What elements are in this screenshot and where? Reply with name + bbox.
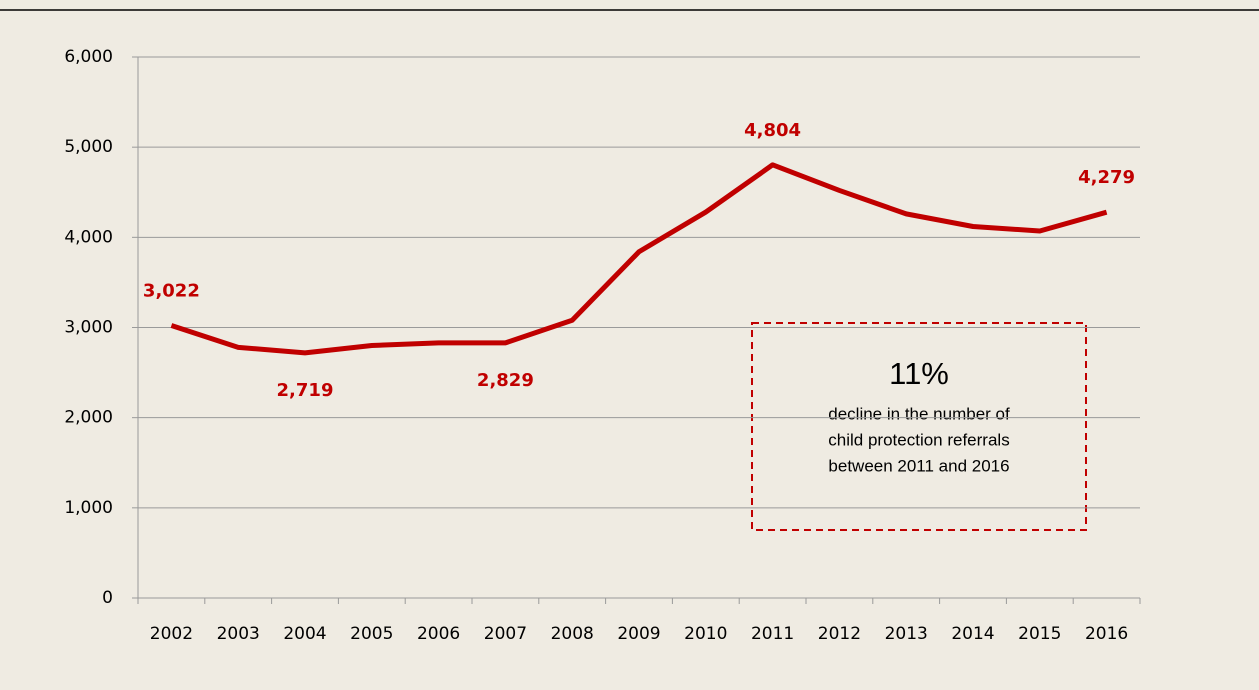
x-tick-label: 2012 [818,624,861,644]
x-tick-label: 2005 [350,624,393,644]
y-tick-label: 1,000 [64,498,113,518]
annotation-text: decline in the number of [828,404,1010,423]
x-tick-label: 2016 [1085,624,1128,644]
y-tick-label: 5,000 [64,137,113,157]
annotation-headline: 11% [889,356,949,391]
x-tick-label: 2008 [551,624,594,644]
value-label: 2,719 [277,380,334,401]
value-label: 2,829 [477,370,534,391]
x-tick-label: 2004 [283,624,326,644]
annotation-text: child protection referrals [828,430,1009,449]
x-tick-label: 2010 [684,624,727,644]
x-tick-label: 2002 [150,624,193,644]
y-tick-label: 6,000 [64,47,113,67]
x-tick-label: 2009 [617,624,660,644]
annotation-text: between 2011 and 2016 [828,456,1009,475]
series-line [170,162,1108,356]
y-tick-label: 3,000 [64,318,113,338]
value-label: 3,022 [143,281,200,302]
x-tick-label: 2003 [217,624,260,644]
y-tick-label: 2,000 [64,408,113,428]
x-tick-label: 2007 [484,624,527,644]
value-label: 4,279 [1078,167,1135,188]
value-label: 4,804 [744,120,801,141]
x-tick-label: 2013 [885,624,928,644]
y-tick-label: 4,000 [64,227,113,247]
x-tick-label: 2014 [951,624,994,644]
annotation-box [751,322,1087,531]
x-tick-label: 2011 [751,624,794,644]
x-tick-label: 2006 [417,624,460,644]
y-tick-label: 0 [102,588,113,608]
x-tick-label: 2015 [1018,624,1061,644]
